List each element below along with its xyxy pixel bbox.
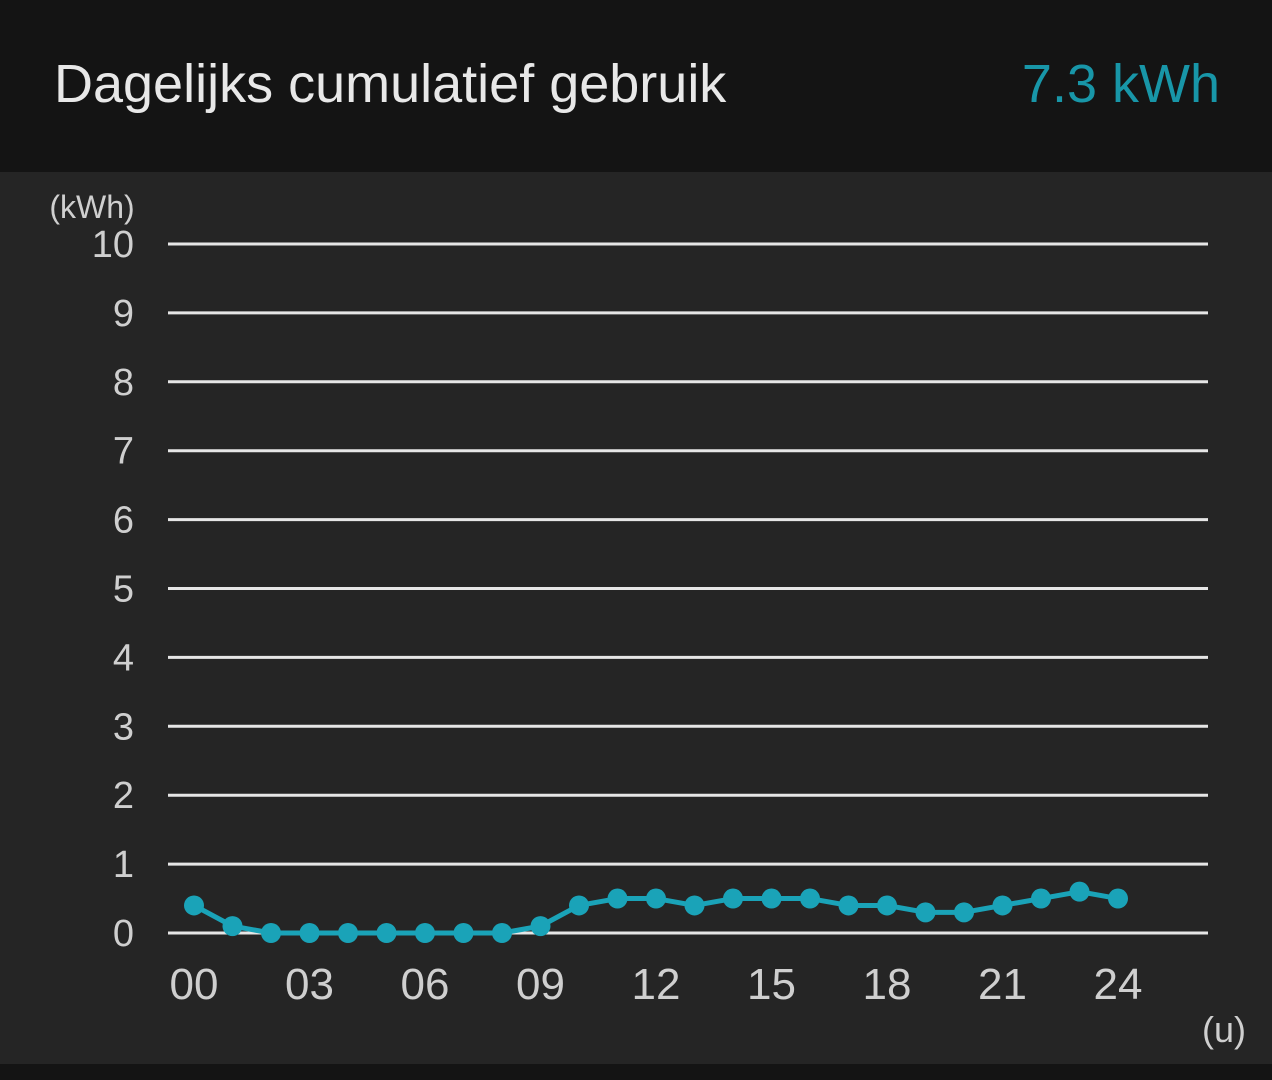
data-point: [530, 916, 551, 937]
x-tick-label: 24: [1094, 960, 1143, 1009]
data-point: [569, 895, 589, 916]
data-point: [877, 895, 897, 916]
x-tick-label: 21: [978, 960, 1027, 1009]
data-point: [184, 895, 204, 916]
data-point: [453, 923, 474, 943]
data-point: [1031, 888, 1051, 909]
x-tick-label: 15: [747, 960, 796, 1009]
y-tick-label: 6: [113, 500, 134, 542]
x-tick-label: 09: [516, 960, 565, 1009]
y-tick-label: 7: [113, 431, 134, 473]
x-axis-unit: (u): [1202, 1009, 1246, 1050]
data-point: [838, 895, 859, 916]
x-tick-label: 12: [632, 960, 681, 1009]
data-point: [222, 916, 243, 937]
page-title: Dagelijks cumulatief gebruik: [54, 54, 727, 114]
x-tick-label: 00: [170, 960, 219, 1009]
data-point: [761, 888, 782, 909]
data-point: [915, 902, 936, 923]
data-point: [607, 888, 628, 909]
data-point: [492, 923, 512, 943]
y-tick-label: 0: [113, 913, 134, 955]
y-tick-label: 5: [113, 569, 134, 611]
data-point: [299, 923, 320, 943]
y-tick-label: 2: [113, 775, 134, 817]
data-point: [415, 923, 435, 943]
data-point: [376, 923, 397, 943]
y-axis-unit: (kWh): [49, 189, 134, 225]
x-tick-label: 18: [863, 960, 912, 1009]
data-point: [684, 895, 705, 916]
x-tick-label: 06: [401, 960, 450, 1009]
y-tick-label: 8: [113, 362, 134, 404]
data-point: [1069, 881, 1090, 902]
data-point: [800, 888, 820, 909]
total-usage-value: 7.3 kWh: [1021, 54, 1220, 114]
bottom-strip: [0, 1064, 1272, 1080]
data-point: [338, 923, 358, 943]
header: Dagelijks cumulatief gebruik 7.3 kWh: [0, 0, 1272, 170]
data-point: [1108, 888, 1128, 909]
data-point: [992, 895, 1013, 916]
data-point: [954, 902, 974, 923]
y-tick-label: 3: [113, 706, 134, 748]
y-tick-label: 10: [92, 224, 134, 266]
data-point: [261, 923, 281, 943]
x-tick-label: 03: [285, 960, 334, 1009]
y-tick-label: 9: [113, 293, 134, 335]
data-point: [646, 888, 666, 909]
data-point: [723, 888, 743, 909]
y-tick-label: 4: [113, 637, 134, 679]
y-tick-label: 1: [113, 844, 134, 886]
